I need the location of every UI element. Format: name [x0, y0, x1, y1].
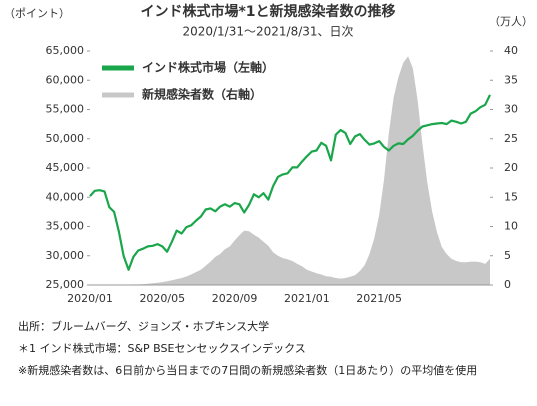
y-tick-label: 30,000 [46, 249, 85, 262]
y2-tick-label: 15 [504, 190, 518, 203]
chart: インド株式市場*1と新規感染者数の推移 2020/1/31～2021/8/31、… [4, 3, 533, 305]
y-tick-label: 40,000 [46, 190, 85, 203]
y2-tick-label: 35 [504, 73, 518, 86]
y2-tick-label: 0 [504, 278, 511, 291]
y-tick-label: 60,000 [46, 73, 85, 86]
note: 出所：ブルームバーグ、ジョンズ・ホプキンス大学 [18, 320, 270, 333]
y2-tick-label: 30 [504, 103, 518, 116]
y2-tick-label: 20 [504, 161, 518, 174]
y-tick-label: 25,000 [46, 278, 85, 291]
chart-title: インド株式市場*1と新規感染者数の推移 [140, 3, 395, 20]
y-axis-label: （ポイント） [4, 7, 70, 20]
y2-tick-label: 25 [504, 132, 518, 145]
x-tick-label: 2021/05 [356, 292, 402, 305]
x-tick-label: 2021/01 [284, 292, 330, 305]
x-tick-label: 2020/01 [67, 292, 113, 305]
y-tick-label: 55,000 [46, 103, 85, 116]
x-tick-label: 2020/09 [212, 292, 258, 305]
y-tick-label: 35,000 [46, 220, 85, 233]
y2-tick-label: 10 [504, 220, 518, 233]
note: ＊1 インド株式市場：S&P BSEセンセックスインデックス [18, 342, 306, 355]
y-tick-label: 45,000 [46, 161, 85, 174]
legend-label: インド株式市場（左軸） [142, 60, 274, 75]
chart-subtitle: 2020/1/31～2021/8/31、日次 [182, 25, 353, 39]
y2-tick-label: 40 [504, 44, 518, 57]
y2-tick-label: 5 [504, 249, 511, 262]
x-tick-label: 2020/05 [139, 292, 185, 305]
area [90, 56, 490, 285]
legend-label: 新規感染者数（右軸） [142, 87, 262, 102]
note: ※新規感染者数は、6日前から当日までの7日間の新規感染者数（1日あたり）の平均値… [18, 364, 478, 377]
y-tick-label: 50,000 [46, 132, 85, 145]
line [89, 94, 491, 271]
y2-axis-label: （万人） [489, 15, 533, 28]
y-tick-label: 65,000 [46, 44, 85, 57]
